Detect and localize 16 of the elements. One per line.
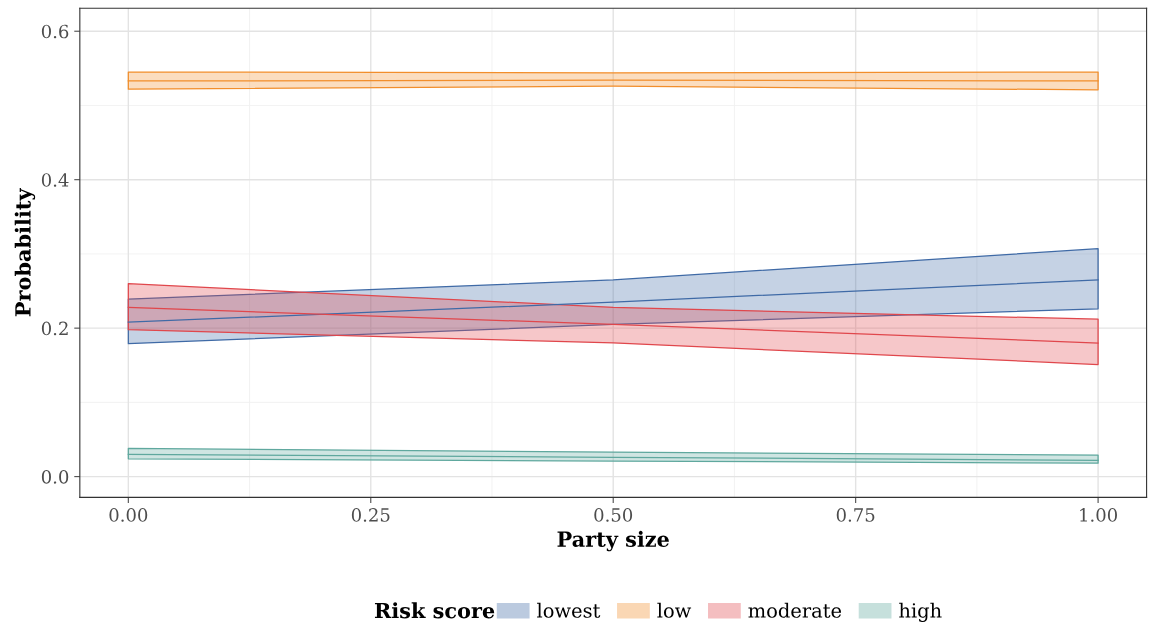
y-tick-label: 0.6 bbox=[41, 24, 69, 39]
legend-label: moderate bbox=[748, 602, 842, 618]
y-tick-label: 0.0 bbox=[41, 470, 69, 484]
x-tick-label: 0.50 bbox=[594, 508, 633, 522]
x-tick-label: 1.00 bbox=[1080, 508, 1117, 522]
legend-label: lowest bbox=[537, 602, 601, 618]
x-tick-label: 0.75 bbox=[836, 508, 875, 522]
y-axis-title: Probability bbox=[14, 187, 36, 317]
x-tick-label: 0.25 bbox=[351, 508, 390, 522]
x-tick-label: 0.00 bbox=[109, 508, 148, 522]
legend-label: low bbox=[657, 602, 692, 618]
legend-label: high bbox=[899, 602, 942, 622]
x-axis-title: Party size bbox=[557, 530, 669, 552]
legend-title: Risk score bbox=[374, 602, 495, 619]
y-tick-label: 0.2 bbox=[41, 321, 68, 336]
y-tick-label: 0.4 bbox=[41, 173, 69, 187]
